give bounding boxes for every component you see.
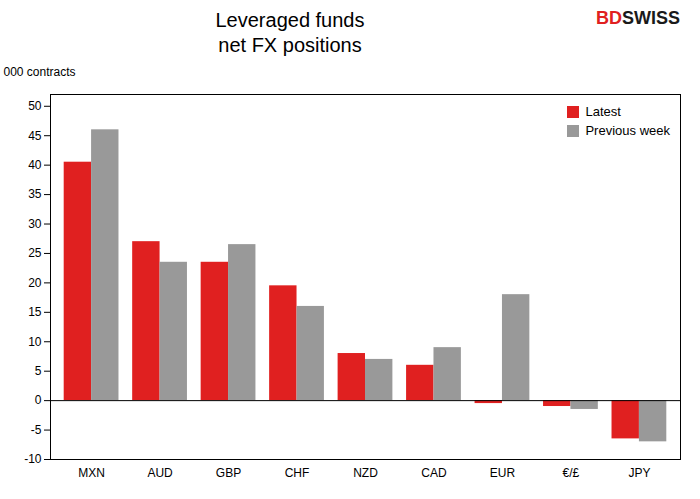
html-text:Latest: Latest (585, 104, 621, 119)
svg-text:30: 30 (28, 217, 42, 231)
svg-text:10: 10 (28, 335, 42, 349)
svg-text:CHF: CHF (285, 466, 310, 480)
svg-text:35: 35 (28, 187, 42, 201)
svg-text:50: 50 (28, 99, 42, 113)
svg-text:20: 20 (28, 276, 42, 290)
svg-text:15: 15 (28, 305, 42, 319)
svg-text:NZD: NZD (353, 466, 378, 480)
svg-text:000 contracts: 000 contracts (4, 65, 76, 79)
svg-text:-10: -10 (24, 452, 42, 466)
svg-text:AUD: AUD (147, 466, 173, 480)
svg-text:0: 0 (35, 393, 42, 407)
svg-text:EUR: EUR (490, 466, 516, 480)
html-text:Previous week: Previous week (585, 123, 670, 138)
svg-text:40: 40 (28, 158, 42, 172)
html-text:Leveraged funds net FX positio: Leveraged funds net FX positions (215, 9, 365, 56)
svg-text:5: 5 (35, 364, 42, 378)
svg-text:JPY: JPY (628, 466, 650, 480)
svg-text:CAD: CAD (421, 466, 447, 480)
svg-text:25: 25 (28, 246, 42, 260)
svg-text:€/£: €/£ (563, 466, 580, 480)
svg-text:GBP: GBP (216, 466, 241, 480)
html-text:BD SWISS: BD SWISS (596, 8, 680, 28)
svg-text:MXN: MXN (78, 466, 105, 480)
svg-text:45: 45 (28, 129, 42, 143)
svg-text:-5: -5 (31, 423, 42, 437)
